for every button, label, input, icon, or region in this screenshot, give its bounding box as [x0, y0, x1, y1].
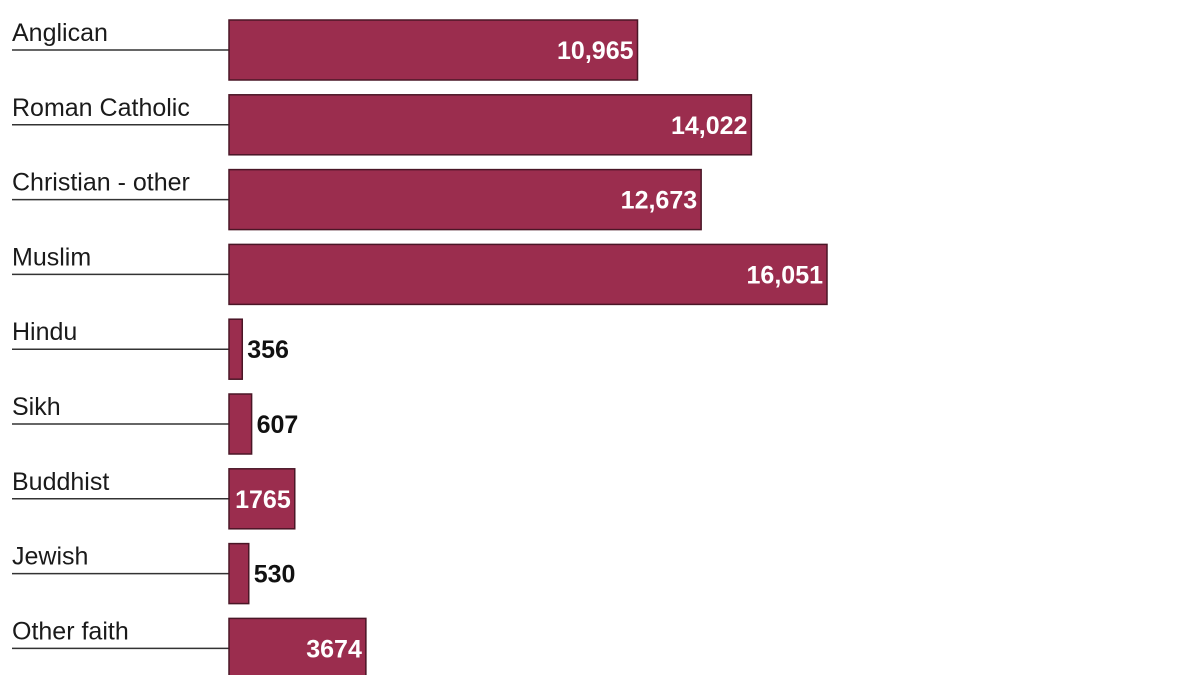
bar-jewish	[228, 542, 250, 605]
value-label-other-faith: 3674	[306, 635, 362, 663]
category-label-jewish: Jewish	[12, 543, 88, 571]
bar-hindu	[228, 318, 244, 380]
value-label-hindu: 356	[247, 336, 289, 364]
bar-sikh	[228, 393, 253, 455]
value-label-anglican: 10,965	[557, 37, 634, 65]
value-label-muslim: 16,051	[747, 261, 824, 289]
category-label-muslim: Muslim	[12, 243, 91, 271]
value-label-buddhist: 1765	[235, 486, 291, 514]
bar-buddhist	[228, 468, 296, 530]
bar-anglican	[228, 19, 639, 81]
category-label-other-faith: Other faith	[12, 617, 129, 645]
value-label-christian-other: 12,673	[621, 187, 697, 215]
category-label-anglican: Anglican	[12, 19, 108, 47]
bar-roman-catholic	[228, 94, 753, 156]
category-label-christian-other: Christian - other	[12, 169, 190, 197]
category-label-roman-catholic: Roman Catholic	[12, 94, 190, 122]
category-label-hindu: Hindu	[12, 318, 77, 346]
bar-christian-other	[228, 168, 702, 231]
bar-muslim	[228, 243, 828, 306]
bar-other-faith	[228, 617, 367, 675]
value-label-roman-catholic: 14,022	[671, 112, 747, 140]
category-label-sikh: Sikh	[12, 393, 61, 421]
category-label-buddhist: Buddhist	[12, 468, 109, 496]
value-label-sikh: 607	[257, 411, 299, 439]
value-label-jewish: 530	[254, 561, 296, 589]
